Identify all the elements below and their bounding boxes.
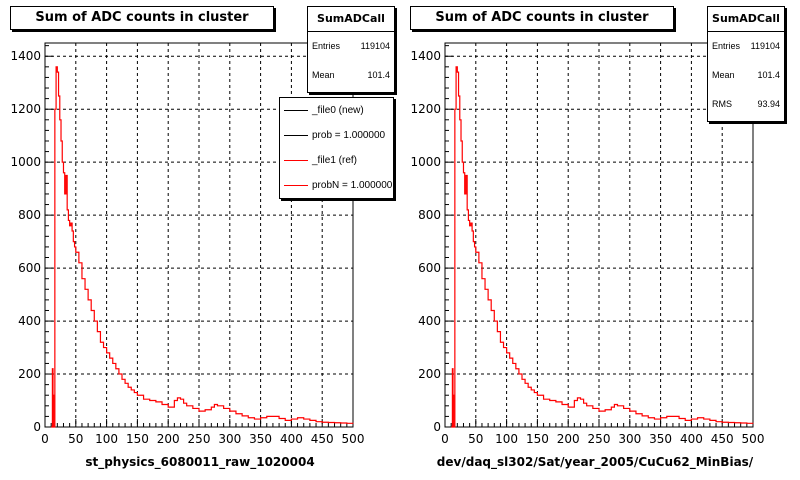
rms-value: 93.94: [757, 99, 780, 109]
x-tick-label: 250: [188, 432, 211, 446]
x-tick-label: 300: [218, 432, 241, 446]
legend-entry-ref: _file1 (ref): [280, 148, 393, 173]
x-tick-label: 150: [526, 432, 549, 446]
panel2-stats-box: SumADCall Entries 119104 Mean 101.4 RMS …: [707, 6, 785, 122]
y-tick-label: 0: [33, 420, 41, 434]
x-tick-label: 250: [588, 432, 611, 446]
panel2-stats-rms: RMS 93.94: [708, 90, 784, 119]
y-tick-label: 1400: [410, 49, 441, 63]
y-tick-label: 1200: [10, 102, 41, 116]
legend-label-probn: probN = 1.000000: [312, 180, 393, 191]
panel1-stats-name: SumADCall: [308, 7, 394, 32]
y-tick-label: 200: [18, 367, 41, 381]
x-tick-label: 0: [41, 432, 49, 446]
y-tick-label: 1200: [410, 102, 441, 116]
y-tick-label: 1400: [10, 49, 41, 63]
y-tick-label: 400: [18, 314, 41, 328]
legend-label-prob: prob = 1.000000: [312, 130, 386, 141]
y-tick-label: 400: [418, 314, 441, 328]
entries-value: 119104: [360, 41, 390, 51]
entries-value: 119104: [750, 41, 780, 51]
y-tick-label: 1000: [10, 155, 41, 169]
y-tick-label: 800: [18, 208, 41, 222]
panel2-stats-entries: Entries 119104: [708, 32, 784, 61]
panel1-stats-entries: Entries 119104: [308, 32, 394, 61]
legend-swatch-ref: [284, 160, 308, 161]
x-tick-label: 200: [557, 432, 580, 446]
plot-panel-2: 0 50 100 150 200 250 300 350 400 450 500 0 200 400 600…: [410, 42, 765, 446]
x-tick-label: 50: [468, 432, 483, 446]
x-tick-label: 200: [157, 432, 180, 446]
mean-label: Mean: [312, 70, 335, 80]
x-tick-label: 150: [126, 432, 149, 446]
mean-value: 101.4: [757, 70, 780, 80]
panel1-xlabel: st_physics_6080011_raw_1020004: [85, 455, 315, 469]
x-tick-label: 400: [280, 432, 303, 446]
y-tick-label: 600: [418, 261, 441, 275]
legend-swatch-new: [284, 110, 308, 111]
x-tick-label: 450: [311, 432, 334, 446]
legend-entry-probn: probN = 1.000000: [280, 173, 393, 198]
entries-label: Entries: [712, 41, 741, 51]
entries-label: Entries: [312, 41, 341, 51]
x-tick-label: 350: [249, 432, 272, 446]
legend-swatch-probn: [284, 185, 308, 186]
y-tick-label: 800: [418, 208, 441, 222]
panel2-stats-name: SumADCall: [708, 7, 784, 32]
x-tick-label: 400: [680, 432, 703, 446]
x-tick-label: 0: [441, 432, 449, 446]
x-tick-label: 100: [495, 432, 518, 446]
x-tick-label: 300: [618, 432, 641, 446]
panel2-stats-mean: Mean 101.4: [708, 61, 784, 90]
y-tick-label: 200: [418, 367, 441, 381]
histogram-series-1: [51, 66, 354, 428]
panel2-xlabel: dev/daq_sl302/Sat/year_2005/CuCu62_MinBi…: [436, 455, 754, 469]
x-tick-label: 350: [649, 432, 672, 446]
x-tick-label: 50: [68, 432, 83, 446]
panel1-title: Sum of ADC counts in cluster: [10, 6, 274, 30]
mean-label: Mean: [712, 70, 735, 80]
legend-label-new: _file0 (new): [312, 105, 364, 116]
legend-swatch-prob: [284, 135, 308, 136]
y-tick-label: 1000: [410, 155, 441, 169]
x-tick-label: 100: [95, 432, 118, 446]
x-tick-label: 450: [711, 432, 734, 446]
legend-entry-new: _file0 (new): [280, 98, 393, 123]
panel2-title: Sum of ADC counts in cluster: [410, 6, 674, 30]
histogram-series-1: [451, 66, 754, 428]
x-tick-label: 500: [742, 432, 765, 446]
y-tick-label: 600: [18, 261, 41, 275]
x-tick-label: 500: [342, 432, 365, 446]
panel1-stats-mean: Mean 101.4: [308, 61, 394, 90]
legend-label-ref: _file1 (ref): [312, 155, 358, 166]
panel1-stats-box: SumADCall Entries 119104 Mean 101.4: [307, 6, 395, 93]
y-tick-label: 0: [433, 420, 441, 434]
legend-entry-prob: prob = 1.000000: [280, 123, 393, 148]
mean-value: 101.4: [367, 70, 390, 80]
rms-label: RMS: [712, 99, 732, 109]
panel1-legend: _file0 (new) prob = 1.000000 _file1 (ref…: [279, 97, 394, 199]
